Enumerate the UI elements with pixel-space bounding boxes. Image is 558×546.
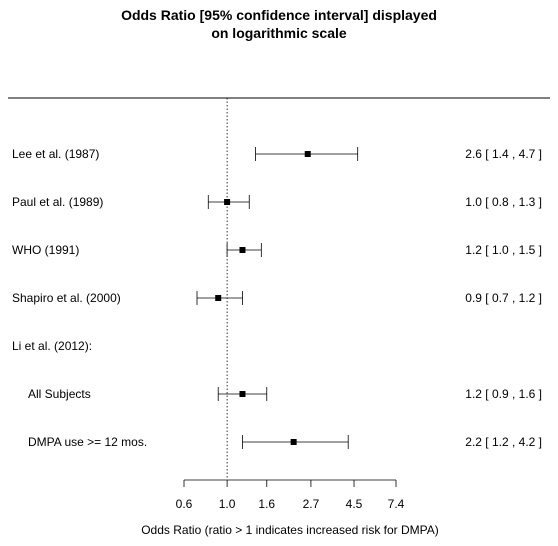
ci-text: 1.2 [ 0.9 , 1.6 ] <box>465 387 542 401</box>
x-tick-label: 0.6 <box>176 497 193 511</box>
study-label: DMPA use >= 12 mos. <box>28 435 147 449</box>
study-label: Li et al. (2012): <box>12 339 92 353</box>
point-estimate <box>215 295 222 301</box>
rows-layer: Lee et al. (1987) 2.6 [ 1.4 , 4.7 ] Paul e… <box>12 98 542 478</box>
x-tick-label: 1.6 <box>258 497 275 511</box>
study-label: Lee et al. (1987) <box>12 147 99 161</box>
study-label: Paul et al. (1989) <box>12 195 103 209</box>
x-tick-label: 4.5 <box>346 497 363 511</box>
table-row: All Subjects 1.2 [ 0.9 , 1.6 ] <box>28 387 542 401</box>
study-label: All Subjects <box>28 387 91 401</box>
x-tick-label: 7.4 <box>388 497 405 511</box>
x-axis: 0.6 1.0 1.6 2.7 4.5 7.4 <box>176 479 405 511</box>
point-estimate <box>239 247 246 253</box>
x-axis-label: Odds Ratio (ratio > 1 indicates increase… <box>141 523 439 537</box>
table-row: DMPA use >= 12 mos. 2.2 [ 1.2 , 4.2 ] <box>28 435 542 449</box>
point-estimate <box>304 151 311 157</box>
ci-text: 1.0 [ 0.8 , 1.3 ] <box>465 195 542 209</box>
study-label: WHO (1991) <box>12 243 79 257</box>
point-estimate <box>290 439 297 445</box>
ci-text: 2.6 [ 1.4 , 4.7 ] <box>465 147 542 161</box>
point-estimate <box>224 199 231 205</box>
chart-title-line-2: on logarithmic scale <box>211 25 347 41</box>
table-row: Lee et al. (1987) 2.6 [ 1.4 , 4.7 ] <box>12 147 542 161</box>
ci-text: 1.2 [ 1.0 , 1.5 ] <box>465 243 542 257</box>
x-tick-label: 2.7 <box>303 497 320 511</box>
table-row: Li et al. (2012): <box>12 339 92 353</box>
point-estimate <box>239 391 246 397</box>
table-row: Shapiro et al. (2000) 0.9 [ 0.7 , 1.2 ] <box>12 291 542 305</box>
chart-title-line-1: Odds Ratio [95% confidence interval] dis… <box>121 7 437 23</box>
table-row: Paul et al. (1989) 1.0 [ 0.8 , 1.3 ] <box>12 195 542 209</box>
study-label: Shapiro et al. (2000) <box>12 291 121 305</box>
ci-text: 2.2 [ 1.2 , 4.2 ] <box>465 435 542 449</box>
x-tick-label: 1.0 <box>219 497 236 511</box>
ci-text: 0.9 [ 0.7 , 1.2 ] <box>465 291 542 305</box>
table-row: WHO (1991) 1.2 [ 1.0 , 1.5 ] <box>12 243 542 257</box>
